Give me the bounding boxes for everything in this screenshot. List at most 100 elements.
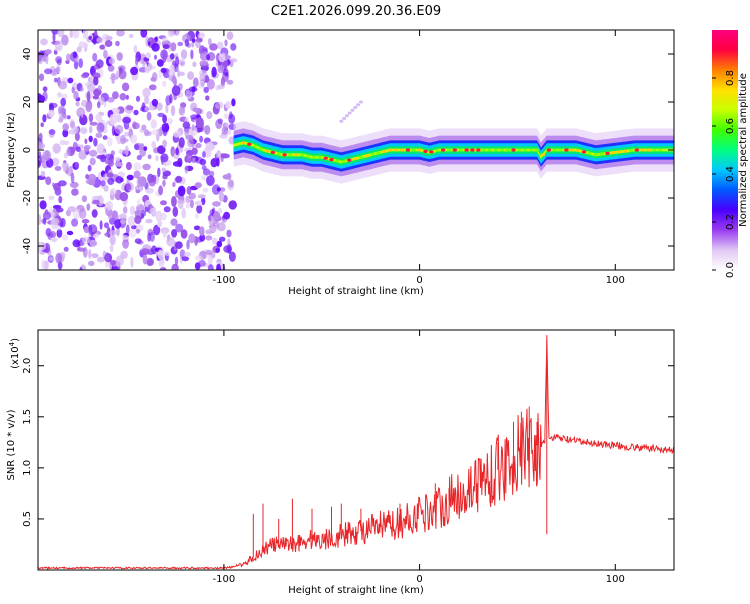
- noise-blob: [212, 237, 218, 245]
- noise-blob: [114, 156, 121, 162]
- noise-blob: [223, 211, 231, 220]
- noise-blob: [216, 41, 224, 50]
- faint-streak-dot: [356, 103, 361, 107]
- noise-blob: [111, 266, 119, 270]
- noise-blob: [193, 225, 201, 231]
- noise-blob: [185, 89, 193, 99]
- noise-blob: [109, 187, 117, 196]
- noise-blob: [66, 230, 74, 236]
- noise-blob: [175, 147, 179, 156]
- ridge-hotspot: [581, 150, 587, 154]
- noise-blob: [136, 154, 142, 161]
- noise-blob: [83, 146, 90, 152]
- noise-blob: [175, 223, 184, 233]
- noise-blob: [81, 218, 90, 224]
- ridge-hotspot: [546, 148, 551, 152]
- noise-blob: [170, 218, 178, 226]
- noise-blob: [107, 97, 115, 103]
- noise-blob: [144, 65, 151, 74]
- noise-blob: [216, 263, 222, 270]
- noise-blob: [59, 115, 68, 120]
- noise-blob: [44, 209, 49, 216]
- noise-blob: [51, 157, 60, 167]
- noise-blob: [50, 237, 58, 242]
- noise-blob: [130, 66, 139, 76]
- noise-blob: [134, 184, 144, 192]
- noise-blob: [39, 200, 47, 210]
- faint-streak-dot: [358, 100, 363, 104]
- noise-blob: [91, 253, 99, 259]
- noise-blob: [79, 267, 83, 270]
- noise-blob: [216, 240, 223, 248]
- noise-blob: [206, 54, 211, 61]
- noise-blob: [189, 192, 196, 200]
- noise-blob: [67, 206, 77, 213]
- ridge-hotspot: [487, 148, 493, 152]
- noise-blob: [167, 117, 173, 125]
- noise-blob: [160, 158, 165, 163]
- noise-blob: [74, 132, 80, 142]
- colorbar-tick-label: 0.6: [725, 118, 736, 134]
- noise-blob: [100, 180, 106, 187]
- noise-blob: [165, 95, 172, 106]
- ridge-hotspot: [405, 148, 411, 152]
- noise-blob: [145, 52, 151, 59]
- noise-blob: [222, 174, 230, 180]
- noise-blob: [184, 39, 190, 47]
- noise-blob: [195, 142, 202, 149]
- noise-blob: [93, 137, 98, 147]
- noise-blob: [141, 248, 150, 256]
- noise-blob: [199, 52, 209, 61]
- noise-blob: [151, 245, 157, 255]
- spectrogram-ylabel: Frequency (Hz): [6, 112, 17, 188]
- noise-blob: [223, 113, 230, 119]
- noise-blob: [76, 247, 86, 252]
- noise-blob: [125, 94, 129, 100]
- noise-blob: [196, 204, 203, 214]
- noise-blob: [105, 35, 113, 41]
- noise-blob: [228, 200, 237, 210]
- colorbar: 0.0 0.2 0.4 0.6 0.8 Normalized spectral ampl…: [712, 30, 749, 278]
- noise-blob: [114, 218, 122, 229]
- colorbar-tick-label: 0.2: [725, 214, 736, 230]
- noise-blob: [58, 81, 68, 90]
- noise-blob: [99, 44, 105, 50]
- noise-blob: [38, 142, 46, 150]
- noise-blob: [133, 162, 142, 171]
- noise-blob: [58, 195, 63, 204]
- noise-blob: [109, 244, 114, 253]
- noise-blob: [184, 165, 189, 174]
- noise-blob: [118, 69, 127, 80]
- noise-blob: [62, 123, 69, 131]
- noise-blob: [184, 252, 192, 257]
- noise-blob: [74, 161, 79, 168]
- noise-blob: [219, 187, 226, 192]
- noise-blob: [124, 131, 130, 137]
- noise-blob: [92, 233, 100, 239]
- ridge-hotspot: [622, 149, 628, 153]
- noise-blob: [63, 246, 69, 252]
- noise-blob: [52, 68, 58, 76]
- spectrogram-xtick-label: 100: [606, 275, 625, 286]
- ridge-green-band: [233, 139, 674, 166]
- noise-blob: [151, 129, 159, 136]
- noise-blob: [181, 207, 187, 219]
- noise-blob: [87, 164, 92, 172]
- noise-blob: [149, 101, 153, 108]
- noise-blob: [217, 118, 223, 125]
- noise-blob: [84, 42, 88, 48]
- ridge-hotspot: [605, 151, 610, 155]
- noise-blob: [180, 229, 188, 239]
- noise-blob: [57, 30, 65, 38]
- noise-blob: [180, 61, 185, 67]
- ridge-hotspot: [358, 155, 364, 159]
- noise-blob: [147, 154, 152, 160]
- spectrogram-ytick-label: -20: [22, 190, 33, 206]
- noise-blob: [217, 64, 225, 74]
- noise-blob: [106, 200, 114, 211]
- noise-blob: [38, 73, 45, 82]
- snr-ylabel: SNR (10 * v/v): [6, 409, 17, 480]
- noise-blob: [89, 121, 98, 126]
- noise-blob: [42, 86, 48, 92]
- ridge-hotspot: [411, 148, 416, 152]
